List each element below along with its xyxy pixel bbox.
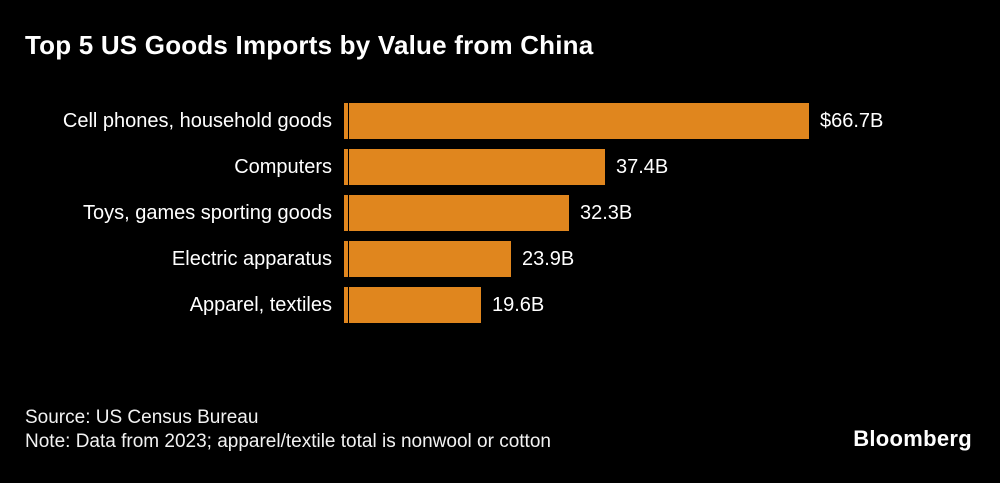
bar <box>344 195 569 231</box>
bar-category-label: Cell phones, household goods <box>62 109 332 132</box>
bar-category-label: Computers <box>234 155 332 178</box>
bar-value-label: 32.3B <box>580 201 633 224</box>
bar-value-label: 37.4B <box>616 155 669 178</box>
source-text: Source: US Census Bureau <box>25 407 259 428</box>
bar <box>344 103 809 139</box>
axis-baseline <box>348 103 349 323</box>
bar <box>344 149 605 185</box>
bar-row: Electric apparatus 23.9B <box>0 241 1000 277</box>
bar-row: Computers 37.4B <box>0 149 1000 185</box>
bar-area: 23.9B <box>344 241 1000 277</box>
bar <box>344 241 511 277</box>
bar-value-label: 23.9B <box>522 247 575 270</box>
bar-row: Cell phones, household goods $66.7B <box>0 103 1000 139</box>
bar-value-label: $66.7B <box>820 109 884 132</box>
bar-rows: Cell phones, household goods $66.7B Comput… <box>0 103 1000 323</box>
bar-category-label: Apparel, textiles <box>189 293 332 316</box>
bar-area: $66.7B <box>344 103 1000 139</box>
bar-area: 37.4B <box>344 149 1000 185</box>
bar-row: Apparel, textiles 19.6B <box>0 287 1000 323</box>
bar-category-label: Electric apparatus <box>171 247 332 270</box>
bar-area: 19.6B <box>344 287 1000 323</box>
chart-footer: Source: US Census Bureau Note: Data from… <box>25 406 551 454</box>
bar-area: 32.3B <box>344 195 1000 231</box>
bar-value-label: 19.6B <box>492 293 545 316</box>
bloomberg-logo: Bloomberg <box>853 426 972 451</box>
chart-title: Top 5 US Goods Imports by Value from Chi… <box>25 30 594 60</box>
bar-category-label: Toys, games sporting goods <box>82 201 332 224</box>
bar-row: Toys, games sporting goods 32.3B <box>0 195 1000 231</box>
bar <box>344 287 481 323</box>
note-text: Note: Data from 2023; apparel/textile to… <box>25 431 551 452</box>
